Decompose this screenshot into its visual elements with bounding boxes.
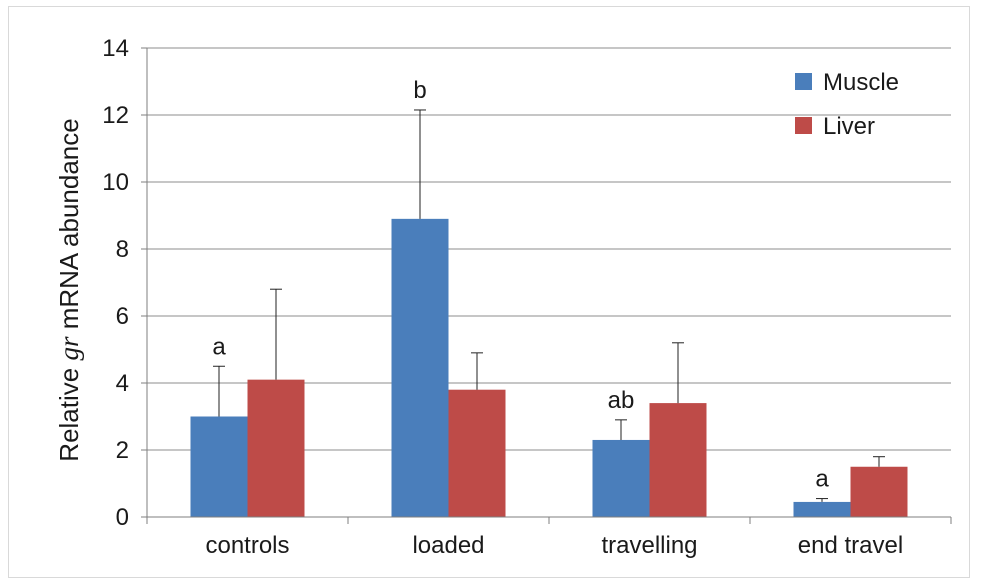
x-category-label: end travel	[798, 532, 903, 559]
x-category-label: controls	[205, 532, 289, 559]
legend-swatch-liver	[795, 117, 812, 134]
x-axis-categories: controls loaded travelling end travel	[205, 532, 903, 559]
y-tick-label: 4	[116, 370, 129, 397]
legend-swatch-muscle	[795, 73, 812, 90]
y-tick-label: 8	[116, 236, 129, 263]
y-tick-label: 6	[116, 303, 129, 330]
x-category-label: loaded	[412, 532, 484, 559]
y-tick-label: 2	[116, 437, 129, 464]
y-tick-label: 10	[102, 169, 129, 196]
bar-muscle	[793, 501, 851, 517]
y-axis-label-suffix: mRNA abundance	[54, 118, 84, 336]
bar-muscle	[391, 218, 449, 517]
error-bars	[213, 109, 885, 502]
y-tick-label: 0	[116, 504, 129, 531]
bar-liver	[448, 389, 506, 517]
legend: Muscle Liver	[795, 69, 899, 140]
x-category-label: travelling	[601, 532, 697, 559]
significance-letter: a	[815, 466, 829, 493]
bar-liver	[850, 466, 908, 517]
significance-letter: b	[413, 77, 426, 104]
significance-letter: ab	[608, 387, 635, 414]
bars	[190, 218, 908, 517]
y-axis-label: Relative gr mRNA abundance	[54, 118, 84, 461]
legend-label-muscle: Muscle	[823, 69, 899, 96]
bar-liver	[649, 403, 707, 517]
axes	[141, 47, 952, 524]
bar-muscle	[592, 439, 650, 517]
significance-letter: a	[212, 333, 226, 360]
y-tick-label: 12	[102, 102, 129, 129]
y-axis-label-prefix: Relative	[54, 361, 84, 462]
y-axis-label-gene: gr	[54, 336, 84, 361]
bar-liver	[247, 379, 305, 517]
y-tick-label: 14	[102, 35, 129, 62]
bar-muscle	[190, 416, 248, 517]
y-axis-ticks: 0 2 4 6 8 10 12 14	[102, 35, 129, 531]
legend-label-liver: Liver	[823, 113, 875, 140]
